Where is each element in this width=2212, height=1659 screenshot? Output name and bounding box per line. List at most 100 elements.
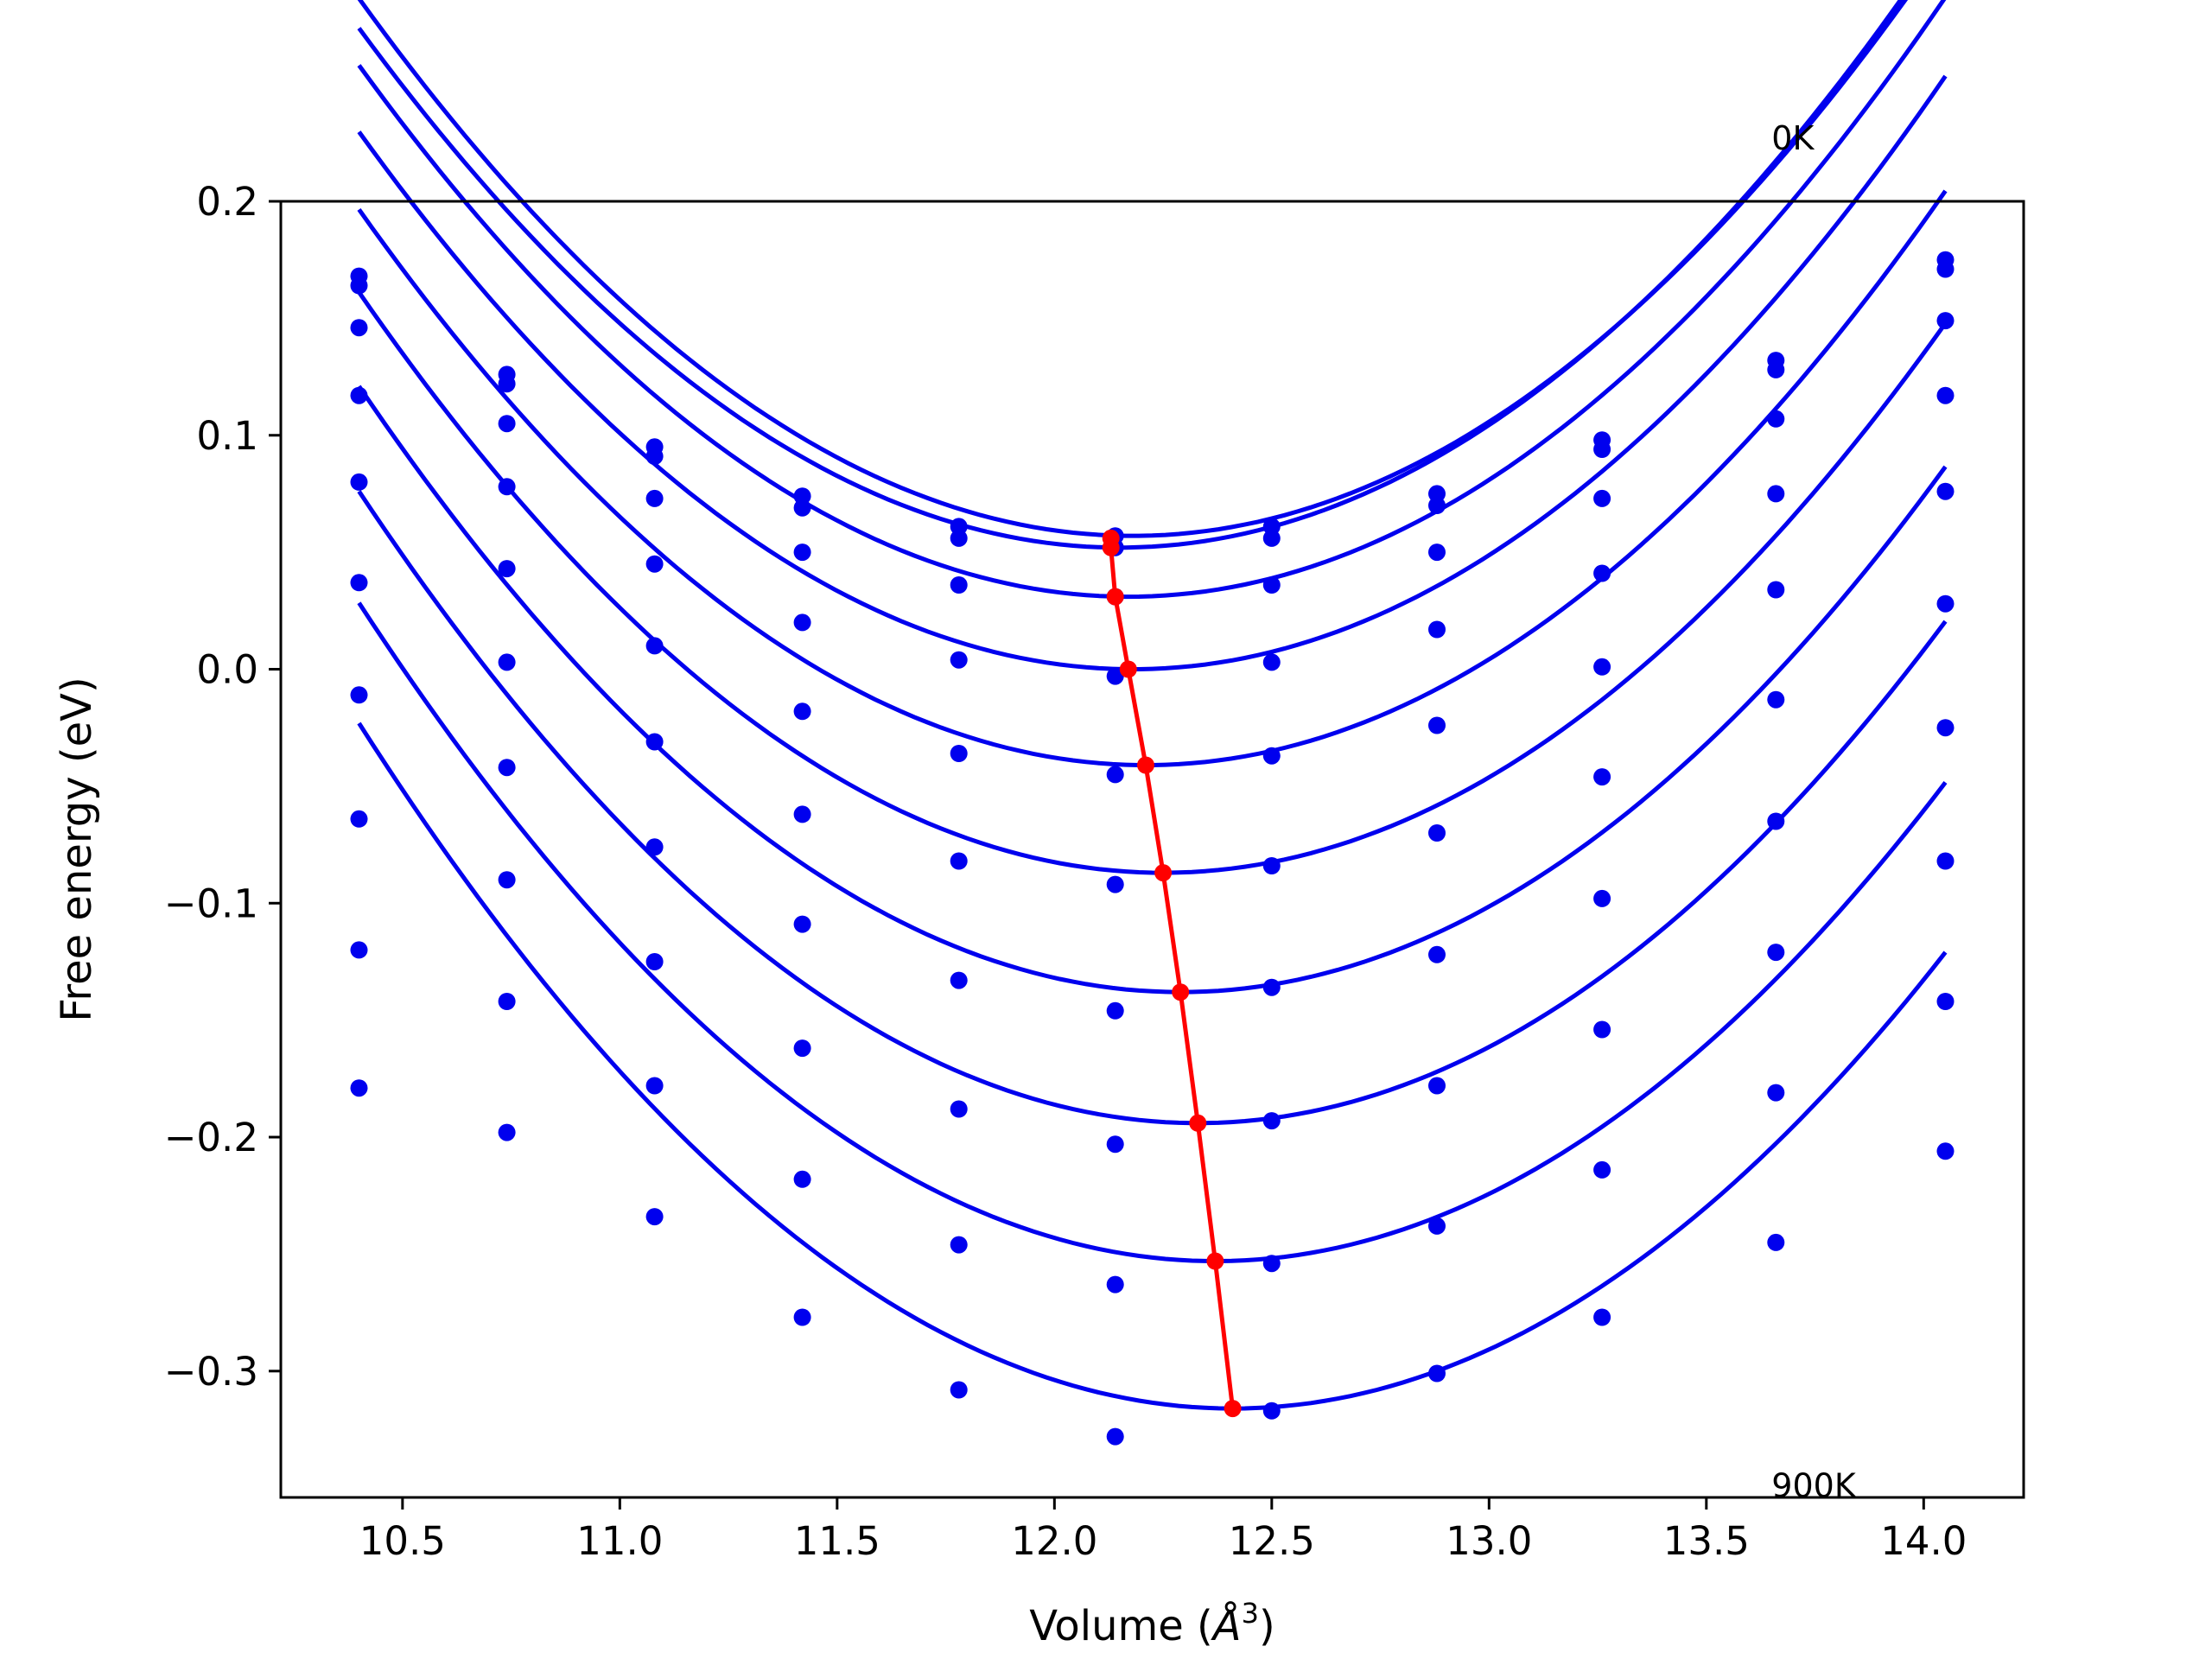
x-tick-label: 14.0 — [1880, 1518, 1967, 1564]
data-point-800K — [498, 993, 516, 1010]
fit-curve-0K — [357, 0, 1909, 538]
data-point-200K — [1767, 410, 1785, 428]
data-point-100K — [498, 375, 516, 393]
temperature-annotation: 0K — [1771, 119, 1815, 157]
data-point-800K — [1262, 1255, 1281, 1273]
data-point-400K — [1262, 747, 1281, 765]
data-point-100K — [1936, 260, 1955, 278]
fit-curve-300K — [357, 74, 1948, 671]
data-point-300K — [1936, 386, 1955, 404]
data-point-700K — [350, 810, 368, 828]
data-point-900K — [1767, 1233, 1785, 1251]
data-point-300K — [950, 651, 968, 669]
y-tick-label: −0.2 — [164, 1115, 258, 1160]
data-point-200K — [1593, 489, 1611, 507]
y-tick-label: −0.3 — [164, 1349, 258, 1395]
data-point-400K — [498, 560, 516, 578]
minima-line — [1102, 529, 1242, 1418]
data-point-500K — [793, 805, 811, 823]
temperature-annotation: 900K — [1771, 1467, 1857, 1505]
minimum-point — [1106, 588, 1124, 606]
data-point-300K — [1593, 564, 1611, 582]
data-point-600K — [1106, 1001, 1124, 1020]
data-point-200K — [1262, 576, 1281, 594]
data-point-500K — [1936, 594, 1955, 613]
data-point-300K — [498, 478, 516, 496]
data-point-100K — [793, 499, 811, 517]
data-point-900K — [1428, 1364, 1446, 1382]
data-point-900K — [498, 1123, 516, 1141]
data-point-900K — [1593, 1308, 1611, 1326]
data-point-300K — [1767, 485, 1785, 503]
data-point-300K — [1106, 667, 1124, 685]
data-point-200K — [1428, 543, 1446, 562]
data-point-800K — [793, 1170, 811, 1188]
fit-curve-500K — [357, 290, 1948, 875]
data-point-600K — [498, 759, 516, 777]
data-point-700K — [793, 1039, 811, 1058]
data-point-600K — [1428, 945, 1446, 963]
minimum-point — [1154, 864, 1173, 882]
data-point-900K — [1262, 1402, 1281, 1420]
data-point-600K — [950, 971, 968, 989]
data-point-200K — [793, 543, 811, 562]
data-point-600K — [1593, 889, 1611, 907]
minima-path — [1109, 537, 1236, 1409]
data-point-200K — [645, 489, 664, 507]
data-point-100K — [350, 276, 368, 295]
annotations: 0K 900K — [1771, 119, 1857, 1505]
data-point-700K — [645, 953, 664, 970]
data-point-800K — [645, 1077, 664, 1095]
data-point-700K — [1262, 1112, 1281, 1130]
data-point-700K — [1428, 1077, 1446, 1095]
data-point-400K — [1428, 716, 1446, 734]
minimum-point — [1172, 983, 1190, 1001]
fit-curve-900K — [357, 721, 1948, 1411]
fit-curve-800K — [357, 601, 1948, 1264]
data-point-200K — [350, 319, 368, 337]
fit-curve-700K — [357, 490, 1948, 1126]
minimum-point — [1189, 1114, 1207, 1132]
data-point-500K — [645, 733, 664, 751]
data-point-900K — [950, 1381, 968, 1399]
data-point-200K — [950, 576, 968, 594]
data-point-300K — [1428, 620, 1446, 639]
y-axis-ticks: 0.2 0.1 0.0 −0.1 −0.2 −0.3 — [164, 179, 281, 1395]
minimum-point — [1137, 756, 1154, 774]
data-point-500K — [1106, 875, 1124, 893]
data-point-400K — [793, 702, 811, 721]
y-tick-label: 0.0 — [196, 647, 258, 693]
x-axis-ticks: 10.5 11.0 11.5 12.0 12.5 13.0 13.5 14.0 — [359, 1497, 1967, 1564]
data-point-400K — [1767, 581, 1785, 599]
data-point-700K — [1767, 944, 1785, 962]
plot-frame — [279, 200, 2025, 1499]
data-point-800K — [950, 1236, 968, 1254]
data-point-600K — [645, 838, 664, 856]
data-point-400K — [1593, 658, 1611, 676]
data-point-500K — [1767, 690, 1785, 709]
minimum-point — [1119, 660, 1137, 678]
data-point-500K — [1428, 824, 1446, 842]
data-points — [350, 251, 1955, 1446]
data-point-100K — [645, 448, 664, 466]
data-point-700K — [1593, 1020, 1611, 1039]
x-tick-label: 11.0 — [576, 1518, 663, 1564]
data-point-300K — [793, 613, 811, 632]
x-tick-label: 10.5 — [359, 1518, 446, 1564]
data-point-900K — [350, 1079, 368, 1097]
data-point-100K — [1593, 441, 1611, 458]
data-point-800K — [1106, 1275, 1124, 1294]
minimum-point — [1206, 1252, 1224, 1270]
data-point-300K — [645, 555, 664, 573]
data-point-900K — [645, 1208, 664, 1226]
data-point-500K — [498, 653, 516, 671]
data-point-700K — [950, 1100, 968, 1118]
data-point-600K — [793, 915, 811, 933]
data-point-400K — [950, 745, 968, 762]
x-tick-label: 13.5 — [1663, 1518, 1750, 1564]
data-point-100K — [950, 529, 968, 547]
data-point-900K — [1106, 1427, 1124, 1446]
data-point-600K — [350, 686, 368, 704]
data-point-200K — [1936, 312, 1955, 330]
data-point-800K — [1428, 1217, 1446, 1235]
